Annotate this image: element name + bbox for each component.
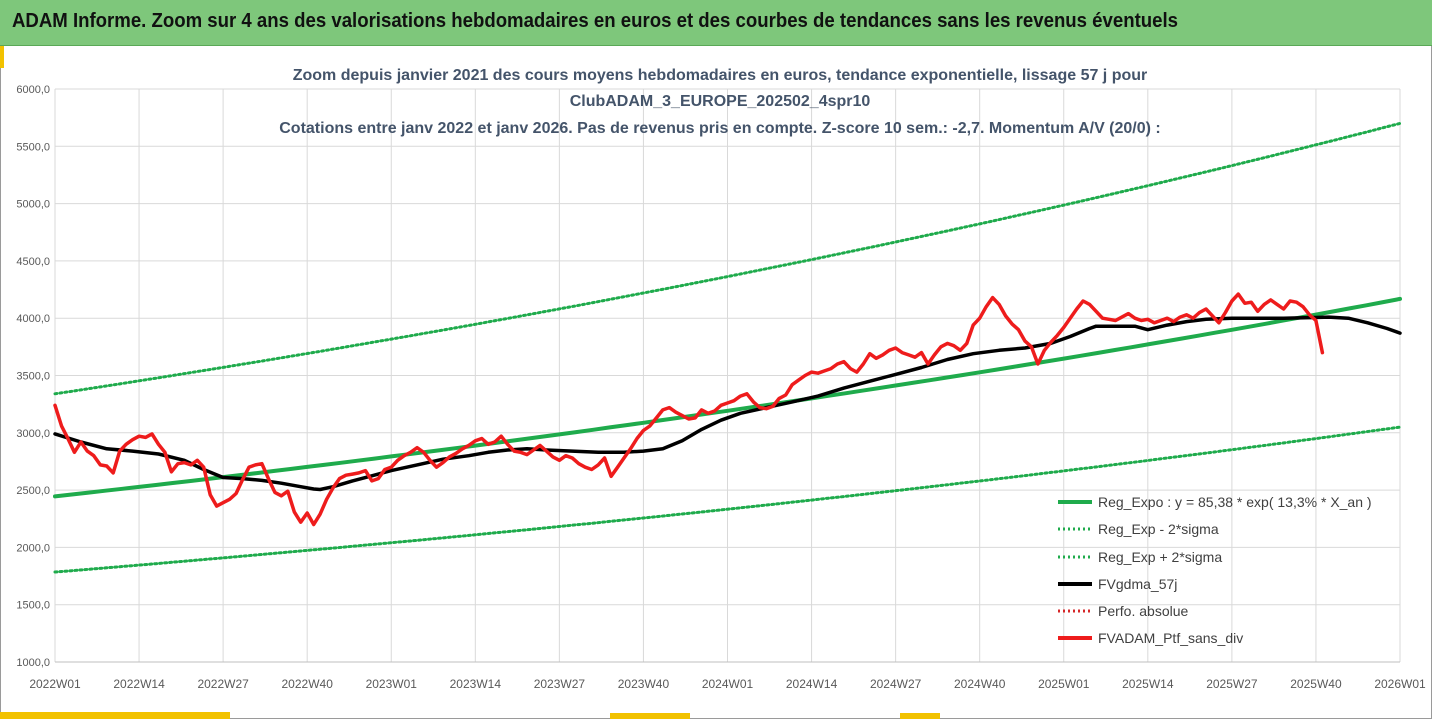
y-tick-label: 2000,0 xyxy=(16,542,50,554)
x-tick-label: 2022W40 xyxy=(282,677,334,691)
accent-bar-bottom-right xyxy=(900,713,940,719)
accent-bar-bottom-mid xyxy=(610,713,690,719)
y-tick-label: 3000,0 xyxy=(16,428,50,440)
series-line-reg-low xyxy=(53,425,1402,574)
legend-label-reg: Reg_Expo : y = 85,38 * exp( 13,3% * X_an… xyxy=(1098,494,1372,510)
legend-label-portfolio: FVADAM_Ptf_sans_div xyxy=(1098,630,1243,646)
report-title: ADAM Informe. Zoom sur 4 ans des valoris… xyxy=(12,10,1178,32)
legend: Reg_Expo : y = 85,38 * exp( 13,3% * X_an… xyxy=(1058,494,1372,646)
x-tick-label: 2025W40 xyxy=(1290,677,1342,691)
legend-item-reg-high: Reg_Exp + 2*sigma xyxy=(1058,549,1222,565)
chart-title-line-1: Zoom depuis janvier 2021 des cours moyen… xyxy=(293,67,1148,84)
y-tick-label: 5000,0 xyxy=(16,199,50,211)
x-tick-label: 2024W27 xyxy=(870,677,922,691)
x-tick-label: 2023W01 xyxy=(366,677,418,691)
x-tick-label: 2024W14 xyxy=(786,677,838,691)
x-tick-label: 2022W01 xyxy=(29,677,81,691)
y-tick-label: 1500,0 xyxy=(16,600,50,612)
series-lines xyxy=(53,121,1402,574)
y-tick-label: 6000,0 xyxy=(16,84,50,96)
legend-item-reg: Reg_Expo : y = 85,38 * exp( 13,3% * X_an… xyxy=(1058,494,1372,510)
gridlines xyxy=(54,88,1401,663)
series-line-portfolio xyxy=(53,292,1325,527)
x-axis: 2022W01 2022W14 2022W27 2022W40 2023W01 2023W… xyxy=(29,677,1426,691)
x-tick-label: 2024W40 xyxy=(954,677,1006,691)
series-line-reg-high xyxy=(53,121,1402,396)
x-tick-label: 2023W14 xyxy=(450,677,502,691)
series-line-reg xyxy=(53,296,1402,499)
legend-label-absolute: Perfo. absolue xyxy=(1098,603,1188,619)
y-tick-label: 2500,0 xyxy=(16,485,50,497)
accent-bar-left xyxy=(0,46,4,68)
x-tick-label: 2023W40 xyxy=(618,677,670,691)
legend-item-absolute: Perfo. absolue xyxy=(1058,603,1188,619)
legend-label-reg-high: Reg_Exp + 2*sigma xyxy=(1098,549,1222,565)
x-tick-label: 2024W01 xyxy=(702,677,754,691)
report-header: ADAM Informe. Zoom sur 4 ans des valoris… xyxy=(0,0,1432,46)
chart-title-line-3: Cotations entre janv 2022 et janv 2026. … xyxy=(279,120,1161,137)
series-line-smooth xyxy=(53,315,1402,492)
x-tick-label: 2022W27 xyxy=(197,677,249,691)
legend-label-reg-low: Reg_Exp - 2*sigma xyxy=(1098,521,1219,537)
x-tick-label: 2023W27 xyxy=(534,677,586,691)
x-tick-label: 2025W01 xyxy=(1038,677,1090,691)
x-tick-label: 2025W27 xyxy=(1206,677,1258,691)
y-tick-label: 4500,0 xyxy=(16,256,50,268)
y-tick-label: 4000,0 xyxy=(16,313,50,325)
x-tick-label: 2022W14 xyxy=(113,677,165,691)
y-tick-label: 1000,0 xyxy=(16,657,50,669)
y-tick-label: 3500,0 xyxy=(16,371,50,383)
legend-label-smooth: FVgdma_57j xyxy=(1098,576,1177,592)
x-tick-label: 2025W14 xyxy=(1122,677,1174,691)
legend-item-reg-low: Reg_Exp - 2*sigma xyxy=(1058,521,1219,537)
legend-item-portfolio: FVADAM_Ptf_sans_div xyxy=(1058,630,1243,646)
accent-bar-left-bottom xyxy=(0,712,230,719)
y-axis: 1000,0 1500,0 2000,0 2500,0 3000,0 3500,0 4000… xyxy=(16,84,50,669)
legend-item-smooth: FVgdma_57j xyxy=(1058,576,1177,592)
y-tick-label: 5500,0 xyxy=(16,141,50,153)
chart-title-line-2: ClubADAM_3_EUROPE_202502_4spr10 xyxy=(570,93,871,110)
x-tick-label: 2026W01 xyxy=(1374,677,1426,691)
